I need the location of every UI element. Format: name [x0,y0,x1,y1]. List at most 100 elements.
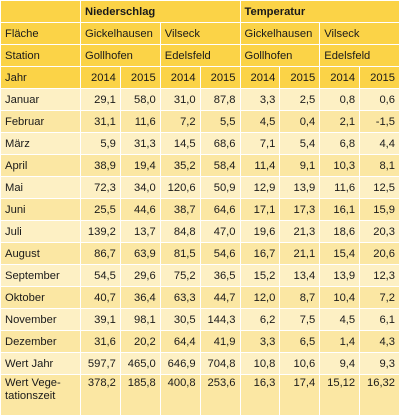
value-cell: 38,9 [80,154,121,177]
row-label: Wert Jahr [0,352,81,375]
row-label: April [0,154,81,177]
value-cell: 35,2 [159,154,201,177]
year-cell: 2014 [80,66,121,89]
row-label: Januar [0,88,81,111]
table-row: Februar 31,1 11,6 7,2 5,5 4,5 0,4 2,1 -1,5 [0,110,400,133]
row-label: Juli [0,220,81,243]
value-cell: 6,5 [279,330,321,353]
value-cell: 21,3 [279,220,321,243]
value-cell: 704,8 [199,352,241,375]
t-gickelhausen: Gickelhausen [239,22,321,45]
value-cell: 0,6 [359,88,400,111]
value-cell: 5,4 [279,132,321,155]
temperatur-header: Temperatur [239,0,400,23]
value-cell: 54,5 [80,264,121,287]
value-cell: 25,5 [80,198,121,221]
value-cell: 9,4 [319,352,361,375]
n-gickelhausen: Gickelhausen [80,22,161,45]
value-cell: 63,3 [159,286,201,309]
value-cell: 7,2 [359,286,400,309]
value-cell: 4,3 [359,330,400,353]
value-cell: 10,6 [279,352,321,375]
value-cell: 11,6 [319,176,361,199]
value-cell: 646,9 [159,352,201,375]
value-cell: 16,32 [359,374,400,416]
value-cell: 34,0 [119,176,161,199]
value-cell: 15,9 [359,198,400,221]
year-cell: 2015 [279,66,321,89]
jahr-label: Jahr [0,66,81,89]
value-cell: 4,4 [359,132,400,155]
value-cell: 64,6 [199,198,241,221]
value-cell: 31,1 [80,110,121,133]
value-cell: 6,8 [319,132,361,155]
value-cell: 20,2 [119,330,161,353]
value-cell: 41,9 [199,330,241,353]
value-cell: 13,4 [279,264,321,287]
value-cell: 47,0 [199,220,241,243]
table-row: Juli 139,2 13,7 84,8 47,0 19,6 21,3 18,6 20,3 [0,220,400,243]
value-cell: 378,2 [80,374,121,416]
year-cell: 2015 [359,66,400,89]
row-label: Juni [0,198,81,221]
t-gollhofen: Gollhofen [239,44,321,67]
table-row: Mai 72,3 34,0 120,6 50,9 12,9 13,9 11,6 12,5 [0,176,400,199]
value-cell: 0,4 [279,110,321,133]
niederschlag-header: Niederschlag [80,0,241,23]
value-cell: 29,6 [119,264,161,287]
value-cell: 0,8 [319,88,361,111]
group-header-row: Niederschlag Temperatur [0,0,400,23]
value-cell: 87,8 [199,88,241,111]
value-cell: 18,6 [319,220,361,243]
table-row: Wert Jahr 597,7 465,0 646,9 704,8 10,8 10,6 9,4… [0,352,400,375]
value-cell: 16,3 [239,374,281,416]
value-cell: 19,4 [119,154,161,177]
value-cell: 58,4 [199,154,241,177]
flaeche-row: Fläche Gickelhausen Vilseck Gickelhausen… [0,22,400,45]
value-cell: 185,8 [119,374,161,416]
value-cell: 44,7 [199,286,241,309]
value-cell: 10,4 [319,286,361,309]
value-cell: 253,6 [199,374,241,416]
table-row: September 54,5 29,6 75,2 36,5 15,2 13,4 13,9 12,… [0,264,400,287]
value-cell: 44,6 [119,198,161,221]
station-label: Station [0,44,81,67]
value-cell: 40,7 [80,286,121,309]
value-cell: 98,1 [119,308,161,331]
table-row: April 38,9 19,4 35,2 58,4 11,4 9,1 10,3 8,1 [0,154,400,177]
value-cell: 2,1 [319,110,361,133]
value-cell: 9,1 [279,154,321,177]
value-cell: 38,7 [159,198,201,221]
value-cell: 81,5 [159,242,201,265]
value-cell: 29,1 [80,88,121,111]
value-cell: 14,5 [159,132,201,155]
value-cell: 12,3 [359,264,400,287]
value-cell: 11,4 [239,154,281,177]
value-cell: 4,5 [239,110,281,133]
row-label: November [0,308,81,331]
value-cell: 10,3 [319,154,361,177]
value-cell: 6,2 [239,308,281,331]
row-label: März [0,132,81,155]
value-cell: 12,5 [359,176,400,199]
value-cell: 5,5 [199,110,241,133]
table-row: Januar 29,1 58,0 31,0 87,8 3,3 2,5 0,8 0,6 [0,88,400,111]
value-cell: 17,4 [279,374,321,416]
value-cell: 86,7 [80,242,121,265]
value-cell: 12,0 [239,286,281,309]
station-row: Station Gollhofen Edelsfeld Gollhofen Ed… [0,44,400,67]
value-cell: 13,7 [119,220,161,243]
n-vilseck: Vilseck [159,22,241,45]
value-cell: 63,9 [119,242,161,265]
value-cell: 1,4 [319,330,361,353]
value-cell: 17,1 [239,198,281,221]
row-label: August [0,242,81,265]
row-label: Dezember [0,330,81,353]
value-cell: 6,1 [359,308,400,331]
jahr-row: Jahr 2014 2015 2014 2015 2014 2015 2014 … [0,66,400,89]
value-cell: 36,5 [199,264,241,287]
n-edelsfeld: Edelsfeld [159,44,241,67]
value-cell: 13,9 [319,264,361,287]
t-edelsfeld: Edelsfeld [319,44,400,67]
year-cell: 2014 [239,66,281,89]
